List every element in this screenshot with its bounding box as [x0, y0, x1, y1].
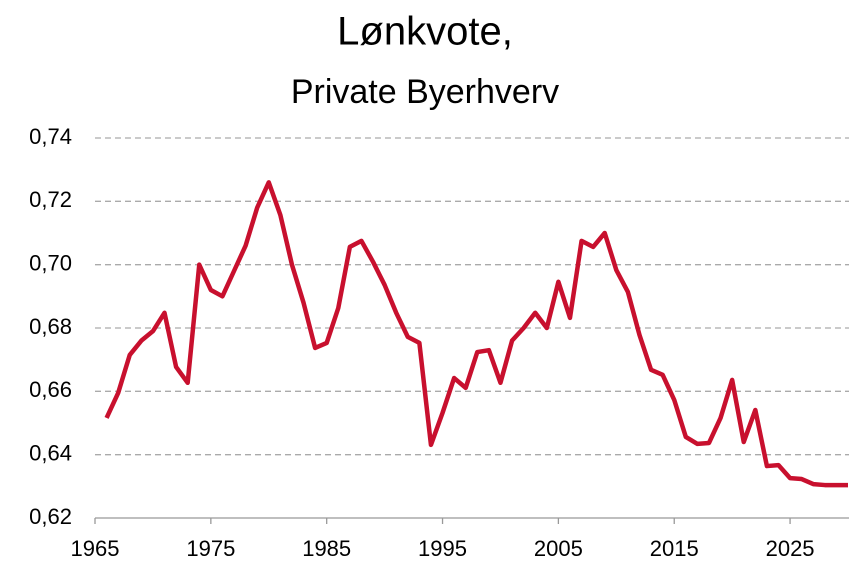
x-tick-label: 1995 [418, 536, 467, 561]
y-tick-label: 0,62 [29, 504, 72, 529]
y-tick-label: 0,64 [29, 440, 72, 465]
x-tick-label: 2015 [650, 536, 699, 561]
chart-subtitle: Private Byerhverv [291, 73, 559, 111]
x-tick-label: 1975 [186, 536, 235, 561]
y-tick-label: 0,68 [29, 314, 72, 339]
x-tick-label: 2025 [766, 536, 815, 561]
x-tick-label: 1965 [71, 536, 120, 561]
y-tick-label: 0,72 [29, 187, 72, 212]
y-tick-label: 0,74 [29, 124, 72, 149]
chart-title: Lønkvote, [337, 10, 513, 54]
x-tick-label: 1985 [302, 536, 351, 561]
line-series [104, 180, 848, 488]
y-tick-label: 0,70 [29, 250, 72, 275]
y-tick-label: 0,66 [29, 377, 72, 402]
x-tick-label: 2005 [534, 536, 583, 561]
